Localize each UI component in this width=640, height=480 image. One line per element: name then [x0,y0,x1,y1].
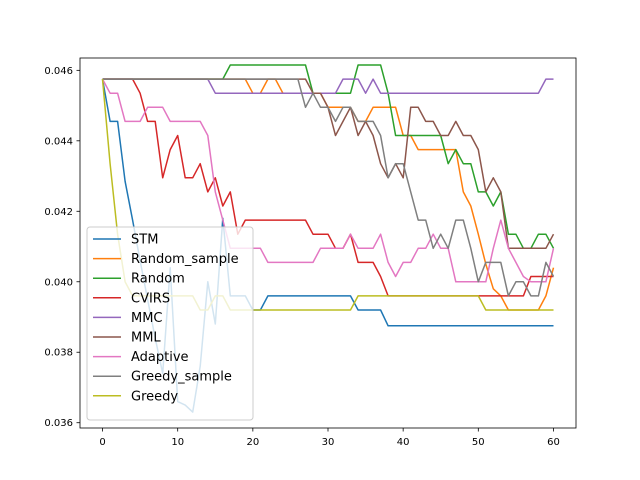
x-tick-label: 0 [99,437,105,448]
legend-label: MML [131,331,161,346]
y-tick-label: 0.038 [44,348,73,359]
y-tick-label: 0.042 [44,207,73,218]
legend-label: Adaptive [131,350,189,365]
series-line-greedy-sample [102,78,555,297]
legend-box [86,226,254,421]
y-tick-label: 0.046 [44,66,73,77]
legend-label: Random_sample [131,252,239,267]
x-tick-label: 60 [547,437,560,448]
y-tick-label: 0.040 [44,277,73,288]
legend-label: Greedy [131,389,178,404]
axes: 0 10 20 30 40 50 60 0.036 0.038 0.040 0.042 0.044 0.… [44,57,577,448]
x-tick-label: 10 [171,437,184,448]
legend-label: MMC [131,311,163,326]
x-tick-label: 40 [397,437,410,448]
legend-label: Random [131,272,185,287]
legend-label: CVIRS [131,291,170,306]
y-tick-label: 0.044 [44,136,73,147]
x-tick-label: 20 [246,437,259,448]
x-tick-label: 30 [322,437,335,448]
y-tick-label: 0.036 [44,418,73,429]
legend-label: STM [131,233,158,248]
x-tick-label: 50 [472,437,485,448]
legend-label: Greedy_sample [131,370,232,385]
legend: STM Random_sample Random CVIRS MMC MML Adaptiv… [86,226,254,421]
